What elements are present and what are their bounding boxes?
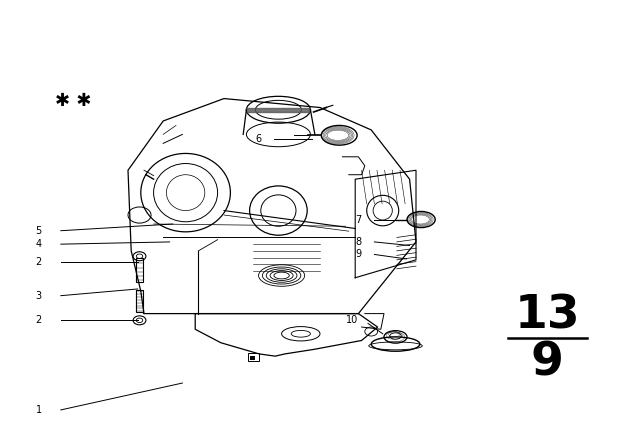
Text: 1: 1 (35, 405, 42, 415)
Text: 9: 9 (531, 340, 564, 385)
Bar (136, 258, 143, 282)
Text: 7: 7 (355, 215, 362, 224)
Text: 2: 2 (35, 315, 42, 325)
Text: 6: 6 (255, 134, 261, 144)
Text: 2: 2 (35, 257, 42, 267)
Text: 8: 8 (355, 237, 362, 247)
Text: 10: 10 (346, 315, 358, 325)
Text: 13: 13 (515, 293, 580, 338)
Bar (136, 290, 143, 312)
Text: ✱ ✱: ✱ ✱ (55, 92, 92, 110)
Text: 3: 3 (35, 291, 42, 301)
Text: 4: 4 (35, 239, 42, 249)
Bar (248, 353, 259, 361)
Text: 5: 5 (35, 226, 42, 236)
Text: 9: 9 (355, 250, 362, 259)
Bar (250, 356, 255, 360)
